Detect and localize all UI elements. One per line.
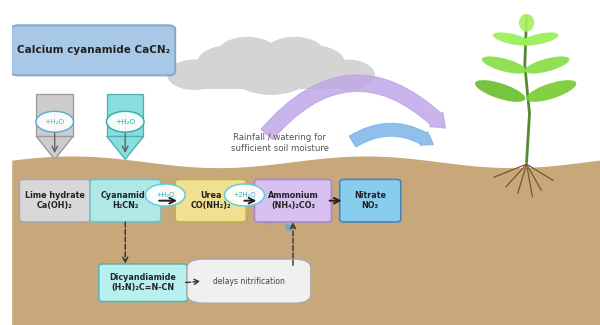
Text: +H₂O: +H₂O: [156, 192, 175, 198]
Circle shape: [167, 59, 222, 90]
Ellipse shape: [525, 57, 569, 73]
FancyBboxPatch shape: [11, 25, 175, 75]
Circle shape: [106, 111, 144, 132]
Text: delays nitrification: delays nitrification: [213, 277, 285, 286]
FancyBboxPatch shape: [175, 179, 246, 222]
Circle shape: [36, 111, 74, 132]
Text: Ammonium
(NH₄)₂CO₃: Ammonium (NH₄)₂CO₃: [268, 191, 319, 210]
FancyBboxPatch shape: [187, 259, 311, 303]
Circle shape: [217, 37, 278, 71]
Circle shape: [320, 59, 375, 90]
FancyArrowPatch shape: [349, 124, 433, 147]
FancyBboxPatch shape: [90, 179, 161, 222]
Bar: [107, 94, 143, 136]
Polygon shape: [37, 136, 73, 159]
Ellipse shape: [297, 211, 304, 218]
Ellipse shape: [482, 57, 526, 73]
Text: Rainfall / watering for
sufficient soil moisture: Rainfall / watering for sufficient soil …: [231, 133, 329, 153]
Ellipse shape: [520, 32, 559, 46]
Ellipse shape: [519, 14, 534, 32]
Ellipse shape: [493, 32, 531, 46]
FancyBboxPatch shape: [99, 264, 187, 302]
Ellipse shape: [241, 214, 248, 222]
Text: Lime hydrate
Ca(OH)₂: Lime hydrate Ca(OH)₂: [25, 191, 85, 210]
Bar: [183, 67, 359, 89]
Text: +H₂O: +H₂O: [44, 119, 65, 125]
Bar: [37, 94, 73, 136]
Circle shape: [224, 184, 265, 206]
Ellipse shape: [276, 204, 283, 212]
Ellipse shape: [526, 80, 577, 102]
Polygon shape: [107, 136, 143, 159]
Text: Calcium cyanamide CaCN₂: Calcium cyanamide CaCN₂: [17, 46, 170, 55]
Text: Cyanamide
H₂CN₂: Cyanamide H₂CN₂: [100, 191, 151, 210]
Circle shape: [229, 48, 313, 95]
FancyArrowPatch shape: [261, 75, 445, 139]
Text: +2H₂O: +2H₂O: [233, 192, 256, 198]
Circle shape: [264, 37, 325, 71]
Ellipse shape: [253, 201, 260, 209]
FancyBboxPatch shape: [19, 179, 91, 222]
Text: Urea
CO(NH₂)₂: Urea CO(NH₂)₂: [190, 191, 231, 210]
Text: +H₂O: +H₂O: [115, 119, 135, 125]
Circle shape: [197, 45, 263, 82]
FancyBboxPatch shape: [254, 179, 331, 222]
Ellipse shape: [475, 80, 525, 102]
Circle shape: [279, 45, 345, 82]
Text: Nitrate
NO₃: Nitrate NO₃: [354, 191, 386, 210]
Circle shape: [145, 184, 185, 206]
Ellipse shape: [265, 217, 271, 225]
FancyBboxPatch shape: [340, 179, 401, 222]
Ellipse shape: [285, 224, 292, 231]
Text: Dicyandiamide
(H₂N)₂C=N-CN: Dicyandiamide (H₂N)₂C=N-CN: [110, 273, 176, 292]
